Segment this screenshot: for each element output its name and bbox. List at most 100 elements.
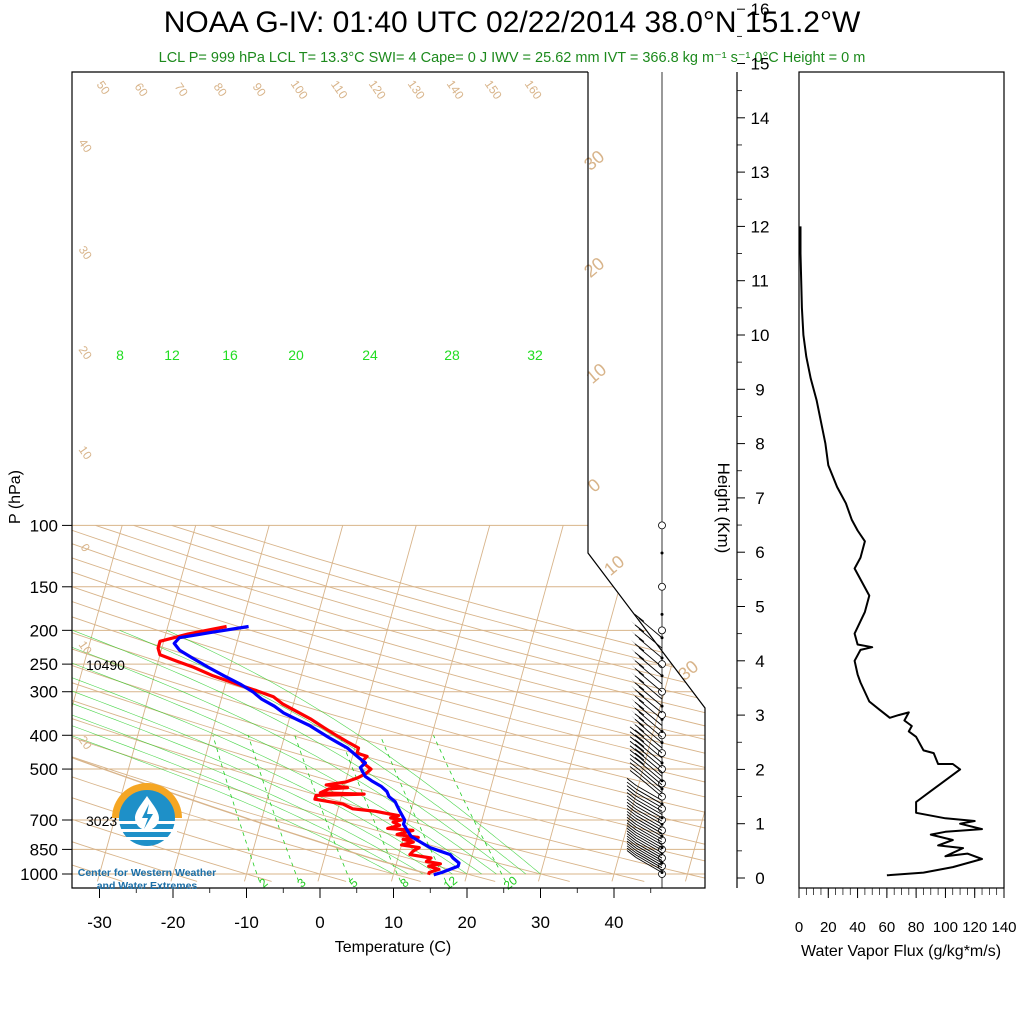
wind-barb-feather xyxy=(634,624,645,633)
wind-barb-staff xyxy=(635,815,663,831)
isotherm-label: 90 xyxy=(250,80,269,99)
dry-adiabat-line xyxy=(72,524,705,882)
temperature-tick-label: 40 xyxy=(605,913,624,932)
wind-barb-feather xyxy=(626,835,637,844)
isotherm-label: 110 xyxy=(328,78,351,102)
isotherm-label: 140 xyxy=(444,77,467,102)
isotherm-label: 10 xyxy=(582,359,610,387)
dry-adiabat-line xyxy=(72,524,705,882)
isotherm-line xyxy=(759,525,857,881)
geopotential-height-label: 10490 xyxy=(86,657,125,673)
isotherm-label: 0 xyxy=(78,541,93,555)
moist-label: 28 xyxy=(444,347,460,363)
wind-barb-feather xyxy=(634,757,645,765)
wind-calm-circle xyxy=(658,870,666,878)
wind-barb-feather xyxy=(634,643,645,652)
wind-barb-feather xyxy=(629,754,640,762)
wind-barb-staff xyxy=(635,805,663,822)
isotherm-label: 130 xyxy=(405,77,428,102)
wind-barb-staff xyxy=(638,738,663,759)
wind-barb-staff xyxy=(635,847,663,864)
wind-barb-feather xyxy=(634,748,645,757)
isotherm-label: 10 xyxy=(76,638,95,657)
wind-barb-feather xyxy=(634,743,645,752)
height-tick-label: 10 xyxy=(751,326,770,345)
wind-barb-feather xyxy=(629,745,640,754)
wind-barb-feather xyxy=(634,724,645,733)
moist-label: 12 xyxy=(164,347,180,363)
wind-barb-staff xyxy=(638,747,663,768)
pressure-tick-label: 700 xyxy=(30,811,58,830)
wind-barb-feather xyxy=(626,838,637,846)
pressure-tick-label: 1000 xyxy=(20,865,58,884)
wind-barb-feather xyxy=(626,827,637,836)
isotherm-label: 20 xyxy=(76,733,95,752)
wind-barb-feather xyxy=(626,845,637,854)
wind-barb-staff xyxy=(635,850,663,866)
temperature-tick-label: 0 xyxy=(315,913,324,932)
moist-adiabat-line xyxy=(72,630,424,875)
wind-barb-staff xyxy=(638,664,663,685)
isotherm-label: 60 xyxy=(132,80,151,99)
wind-barb-staff xyxy=(635,811,663,828)
wind-barb-feather xyxy=(634,682,645,691)
isotherm-line xyxy=(685,525,705,882)
height-tick-label: 9 xyxy=(755,380,764,399)
isotherm-line xyxy=(391,525,491,882)
wind-barb-staff xyxy=(635,788,663,805)
wind-barb-staff xyxy=(635,820,663,837)
height-tick-label: 14 xyxy=(751,109,770,128)
wind-barb-staff xyxy=(635,854,663,871)
wind-barb-staff xyxy=(635,808,663,825)
wind-barb-feather xyxy=(626,788,637,797)
height-tick-label: 7 xyxy=(755,489,764,508)
wind-barb-staff xyxy=(638,752,663,773)
wind-barb-feather xyxy=(629,736,640,744)
wind-barb-staff xyxy=(638,777,663,798)
temperature-tick-label: -10 xyxy=(234,913,259,932)
wind-barb-staff xyxy=(638,773,663,794)
wind-barb-feather xyxy=(634,739,645,747)
wind-barb-staff xyxy=(635,795,663,812)
temperature-profile-line xyxy=(156,624,442,876)
dry-adiabat-line xyxy=(133,524,705,882)
wind-barb-staff xyxy=(635,842,663,859)
height-tick-label: 4 xyxy=(755,652,764,671)
wind-calm-circle xyxy=(658,711,666,719)
moist-label: 16 xyxy=(222,347,238,363)
wind-barb-feather xyxy=(634,634,645,643)
pressure-tick-label: 300 xyxy=(30,683,58,702)
dry-adiabat-line xyxy=(72,524,705,882)
dry-adiabat-line xyxy=(72,525,198,882)
geopotential-height-label: 3023 xyxy=(86,813,117,829)
wind-barb-feather xyxy=(634,729,645,738)
isotherm-line xyxy=(538,525,638,882)
skewt-frame xyxy=(71,71,706,889)
flux-axes: 0 20 40 60 80 100 120 140 xyxy=(795,888,1017,936)
isotherm-label: 0 xyxy=(584,475,605,497)
wind-barb-feather xyxy=(634,668,645,676)
flux-tick-label: 20 xyxy=(820,919,837,936)
wind-barb-staff xyxy=(635,826,663,843)
temperature-tick-label: 20 xyxy=(458,913,477,932)
pressure-tick-label: 200 xyxy=(30,621,58,640)
wind-barb-feather xyxy=(626,822,637,831)
height-axis-label: Height (Km) xyxy=(714,463,733,554)
wind-barb-staff xyxy=(635,829,663,846)
wind-barb-feather xyxy=(626,792,637,800)
wind-barb-staff xyxy=(635,845,663,861)
wind-barb-staff xyxy=(638,756,663,777)
temperature-tick-label: 30 xyxy=(531,913,550,932)
wind-barb-staff xyxy=(635,823,663,840)
wind-barb-feather xyxy=(634,734,645,743)
wind-barb-feather xyxy=(626,798,637,807)
dry-adiabat-line xyxy=(72,524,705,882)
x-axis-label: Temperature (C) xyxy=(335,939,451,956)
wind-barb-staff xyxy=(635,785,663,801)
isotherm-label: 20 xyxy=(76,343,95,362)
wind-barb-staff xyxy=(635,792,663,809)
wind-barb-staff xyxy=(638,628,663,649)
